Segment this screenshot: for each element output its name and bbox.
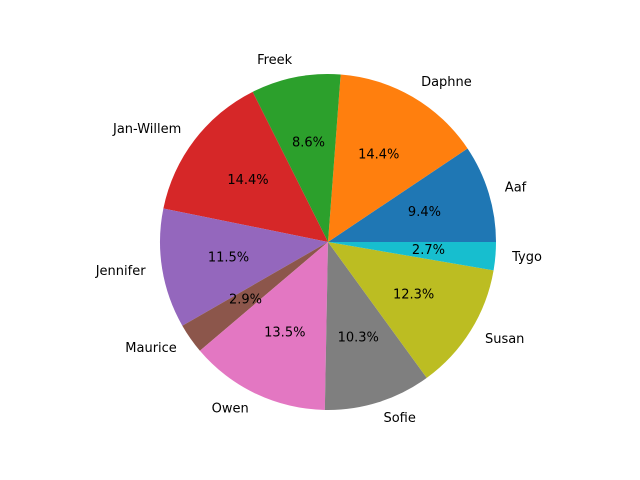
pie-slice-tygo (328, 242, 496, 271)
slice-label-aaf: Aaf (505, 181, 527, 196)
pie-slices (159, 74, 496, 410)
pie-slice-daphne (328, 74, 468, 242)
pct-label-freek: 8.6% (292, 136, 325, 151)
pct-label-tygo: 2.7% (412, 243, 445, 258)
slice-label-owen: Owen (212, 401, 249, 416)
percentage-labels: 9.4% 14.4% 8.6% 14.4% 11.5% 2.9% 13.5% 10.3% 12.… (208, 136, 445, 346)
pct-label-jan-willem: 14.4% (227, 173, 268, 188)
pie-slice-freek (252, 74, 341, 242)
pct-label-sofie: 10.3% (338, 331, 379, 346)
pct-label-daphne: 14.4% (358, 147, 399, 162)
pie-slice-owen (199, 242, 328, 410)
slice-label-daphne: Daphne (421, 75, 472, 90)
slice-label-jennifer: Jennifer (95, 264, 146, 279)
pct-label-aaf: 9.4% (408, 205, 441, 220)
slice-label-freek: Freek (257, 53, 293, 68)
pie-slice-susan (328, 242, 494, 378)
slice-label-sofie: Sofie (383, 411, 415, 426)
pie-slice-jan-willem (163, 91, 328, 242)
slice-label-tygo: Tygo (511, 250, 542, 265)
pct-label-maurice: 2.9% (229, 292, 262, 307)
pie-slice-sofie (324, 242, 427, 410)
pct-label-owen: 13.5% (264, 326, 305, 341)
pie-slice-aaf (328, 148, 496, 242)
pct-label-jennifer: 11.5% (208, 251, 249, 266)
slice-label-jan-willem: Jan-Willem (112, 122, 181, 137)
slice-label-maurice: Maurice (125, 341, 177, 356)
pie-slice-jennifer (159, 208, 328, 326)
slice-labels: Aaf Daphne Freek Jan-Willem Jennifer Maurice O… (95, 53, 542, 426)
slice-label-susan: Susan (485, 332, 524, 347)
pct-label-susan: 12.3% (393, 288, 434, 303)
pie-slice-maurice (182, 242, 328, 351)
